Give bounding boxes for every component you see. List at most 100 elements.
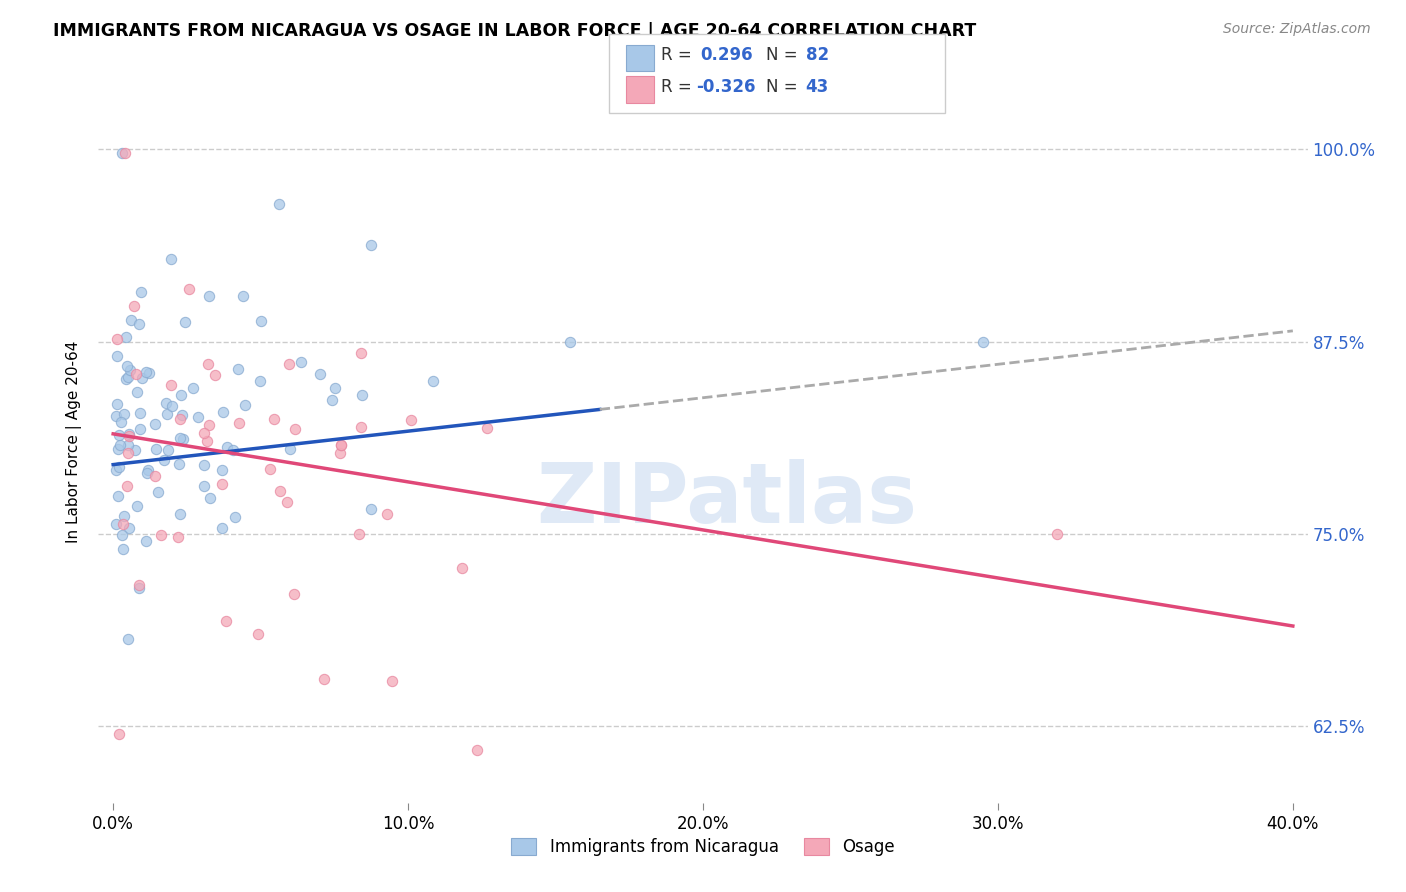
Point (250, 314, 273, 328)
Point (129, 406, 152, 420)
Point (118, 362, 141, 376)
Point (136, 463, 159, 477)
Point (312, 672, 335, 686)
Text: 43: 43 (806, 78, 830, 95)
Point (232, 289, 254, 303)
Point (105, 350, 128, 364)
Point (276, 495, 298, 509)
Point (114, 145, 136, 160)
Point (1046, 526, 1069, 541)
Point (198, 418, 221, 433)
Point (375, 507, 398, 521)
Point (145, 469, 167, 483)
Point (181, 381, 204, 395)
Point (117, 370, 139, 384)
Point (174, 315, 197, 329)
Point (277, 357, 299, 371)
Point (179, 283, 201, 297)
Point (323, 381, 346, 395)
Point (269, 483, 291, 498)
Point (155, 395, 177, 409)
Point (107, 442, 129, 456)
Point (972, 334, 994, 349)
Point (198, 289, 221, 303)
Point (135, 467, 157, 481)
Text: N =: N = (766, 78, 803, 95)
Point (350, 346, 373, 360)
Point (269, 197, 291, 211)
Point (290, 355, 312, 369)
Point (122, 299, 145, 313)
Point (200, 491, 222, 505)
Point (246, 626, 269, 640)
Point (350, 388, 373, 402)
Point (112, 407, 135, 421)
Point (560, 334, 582, 349)
Point (105, 463, 128, 477)
Point (124, 442, 146, 457)
Point (138, 366, 160, 380)
Point (111, 145, 134, 160)
Point (399, 412, 422, 426)
Point (117, 446, 139, 460)
Point (193, 425, 215, 440)
Point (211, 477, 233, 491)
Point (156, 407, 179, 421)
Legend: Immigrants from Nicaragua, Osage: Immigrants from Nicaragua, Osage (505, 831, 901, 863)
Point (309, 367, 332, 381)
Point (128, 581, 150, 595)
Point (146, 484, 169, 499)
Point (172, 432, 194, 446)
Point (107, 489, 129, 503)
Point (125, 367, 148, 381)
Point (128, 317, 150, 331)
Point (228, 416, 250, 430)
Text: -0.326: -0.326 (696, 78, 755, 95)
Point (226, 361, 249, 376)
Point (330, 438, 353, 452)
Point (105, 409, 128, 423)
Point (108, 460, 131, 475)
Point (329, 445, 352, 459)
Point (224, 510, 246, 524)
Point (105, 332, 128, 346)
Point (160, 400, 183, 414)
Point (221, 442, 243, 457)
Point (111, 542, 134, 557)
Point (170, 388, 193, 402)
Point (105, 517, 128, 532)
Point (105, 397, 128, 411)
Point (152, 453, 174, 467)
Point (169, 507, 191, 521)
Point (215, 440, 238, 454)
Point (167, 530, 190, 544)
Text: N =: N = (766, 46, 803, 64)
Point (131, 371, 153, 385)
Point (360, 501, 382, 516)
Point (112, 509, 135, 524)
Point (143, 417, 166, 432)
Point (215, 614, 238, 628)
Point (117, 632, 139, 647)
Point (135, 533, 157, 548)
Point (263, 412, 285, 426)
Point (118, 429, 141, 443)
Point (108, 438, 131, 452)
Point (114, 372, 136, 386)
Point (360, 238, 382, 252)
Point (204, 368, 226, 382)
Point (172, 408, 194, 422)
Point (110, 415, 132, 429)
Point (187, 410, 209, 425)
Point (381, 674, 404, 689)
Y-axis label: In Labor Force | Age 20-64: In Labor Force | Age 20-64 (66, 341, 83, 542)
Point (259, 461, 281, 475)
Point (127, 385, 149, 400)
Point (149, 527, 172, 541)
Point (321, 392, 343, 407)
Point (284, 422, 307, 436)
Point (108, 428, 131, 442)
Text: 82: 82 (806, 46, 828, 64)
Point (135, 365, 157, 379)
Point (118, 521, 141, 535)
